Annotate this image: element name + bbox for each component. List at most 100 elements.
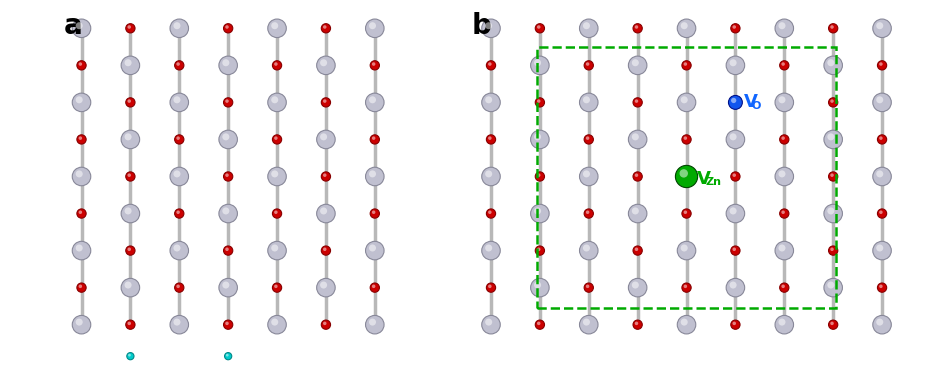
Circle shape [482,19,500,38]
Circle shape [531,204,549,223]
Circle shape [879,62,882,66]
Circle shape [271,244,278,252]
Circle shape [274,137,278,140]
Circle shape [173,96,181,103]
Circle shape [534,282,541,289]
Circle shape [782,285,785,288]
Circle shape [485,170,493,177]
Circle shape [779,22,785,29]
Circle shape [76,22,82,29]
Circle shape [372,62,375,66]
Circle shape [634,322,638,325]
Circle shape [730,59,736,66]
Circle shape [782,62,785,66]
Circle shape [321,98,331,107]
Text: Zn: Zn [705,177,721,187]
Circle shape [223,24,232,33]
Circle shape [729,95,743,109]
Text: $\mathbf{V}$: $\mathbf{V}$ [743,93,758,111]
Circle shape [827,133,834,140]
Circle shape [531,279,549,297]
Circle shape [488,285,492,288]
Circle shape [682,283,691,292]
Circle shape [677,93,695,112]
Circle shape [320,133,327,140]
Circle shape [677,241,695,260]
Circle shape [535,246,544,255]
Circle shape [485,319,493,326]
Circle shape [732,173,736,177]
Circle shape [580,93,598,112]
Circle shape [726,56,745,75]
Circle shape [586,62,589,66]
Circle shape [730,207,736,214]
Circle shape [827,282,834,289]
Circle shape [317,279,335,297]
Circle shape [682,209,691,218]
Circle shape [175,61,184,70]
Circle shape [271,22,278,29]
Circle shape [683,210,687,214]
Circle shape [126,98,135,107]
Circle shape [829,172,838,181]
Circle shape [535,98,544,107]
Circle shape [629,56,647,75]
Circle shape [372,137,375,140]
Circle shape [831,173,833,177]
Circle shape [829,246,838,255]
Circle shape [126,172,135,181]
Circle shape [675,165,697,187]
Circle shape [485,22,493,29]
Circle shape [879,285,882,288]
Circle shape [323,247,327,251]
Circle shape [222,59,230,66]
Circle shape [879,137,882,140]
Circle shape [272,135,282,144]
Circle shape [321,24,331,33]
Circle shape [779,244,785,252]
Circle shape [831,322,833,325]
Circle shape [731,172,740,181]
Circle shape [730,133,736,140]
Circle shape [780,283,789,292]
Circle shape [486,135,495,144]
Circle shape [121,204,140,223]
Circle shape [779,96,785,103]
Circle shape [586,285,589,288]
Circle shape [683,285,687,288]
Circle shape [223,98,232,107]
Circle shape [126,320,135,329]
Circle shape [584,135,594,144]
Circle shape [72,93,91,112]
Circle shape [321,246,331,255]
Circle shape [175,209,184,218]
Circle shape [824,56,843,75]
Circle shape [126,24,135,33]
Circle shape [632,282,639,289]
Circle shape [730,282,736,289]
Circle shape [731,320,740,329]
Circle shape [323,322,327,325]
Circle shape [482,315,500,334]
Circle shape [633,246,643,255]
Text: O: O [752,101,761,111]
Circle shape [271,96,278,103]
Circle shape [731,246,740,255]
Circle shape [173,170,181,177]
Circle shape [222,282,230,289]
Circle shape [268,167,286,186]
Circle shape [488,62,492,66]
Circle shape [170,241,189,260]
Circle shape [274,210,278,214]
Circle shape [223,320,232,329]
Circle shape [369,22,376,29]
Circle shape [170,93,189,112]
Circle shape [76,319,82,326]
Circle shape [681,319,688,326]
Circle shape [584,61,594,70]
Text: b: b [471,12,492,40]
Circle shape [829,98,838,107]
Circle shape [125,207,131,214]
Circle shape [320,59,327,66]
Circle shape [681,96,688,103]
